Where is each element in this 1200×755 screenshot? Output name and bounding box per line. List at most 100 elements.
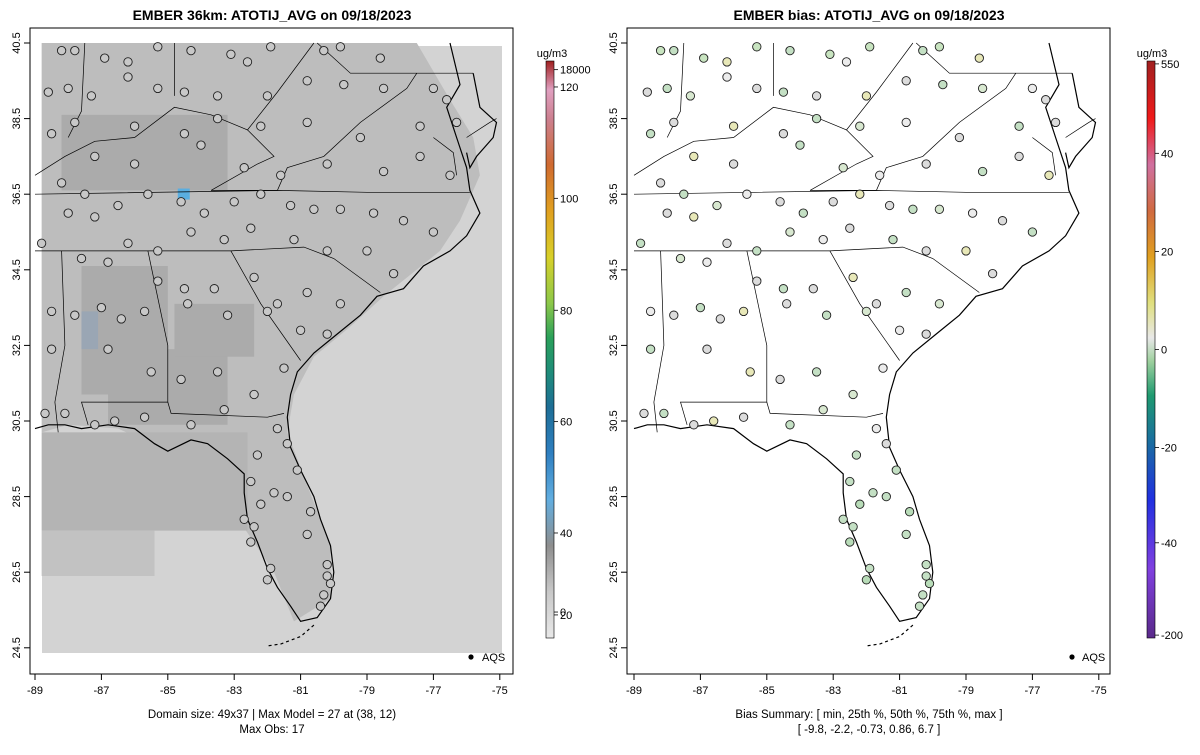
station-marker bbox=[921, 246, 931, 256]
station-marker bbox=[645, 344, 656, 354]
station-marker bbox=[415, 121, 425, 131]
station-marker bbox=[871, 423, 882, 434]
station-marker bbox=[881, 439, 891, 449]
station-marker bbox=[961, 246, 971, 256]
x-tick-label: -79 bbox=[958, 685, 974, 697]
station-marker bbox=[845, 223, 855, 233]
station-marker bbox=[262, 306, 273, 317]
station-marker bbox=[875, 170, 885, 180]
left-plot-frame bbox=[29, 27, 514, 675]
station-marker bbox=[398, 216, 409, 226]
station-marker bbox=[302, 117, 312, 128]
station-marker bbox=[272, 423, 283, 434]
station-marker bbox=[428, 227, 439, 237]
colorbar-tick-label: -200 bbox=[1161, 630, 1183, 642]
station-marker bbox=[868, 488, 878, 498]
station-marker bbox=[695, 302, 706, 313]
state-border bbox=[666, 42, 685, 138]
station-marker bbox=[821, 310, 832, 320]
aqs-legend-label: AQS bbox=[1082, 652, 1105, 664]
station-marker bbox=[722, 72, 732, 82]
state-border bbox=[810, 73, 1017, 191]
x-tick-label: -89 bbox=[27, 685, 43, 697]
y-axis-ticks: 40.5 38.5 36.5 34.5 32.5 30.5 28.5 26.5 24.5 bbox=[608, 32, 627, 659]
station-marker bbox=[811, 113, 822, 124]
y-tick-label: 32.5 bbox=[11, 335, 23, 356]
y-tick-label: 26.5 bbox=[608, 561, 620, 582]
right-plot-frame bbox=[626, 27, 1111, 675]
station-marker bbox=[209, 284, 219, 294]
station-marker bbox=[143, 189, 153, 199]
x-tick-label: -87 bbox=[692, 685, 708, 697]
station-marker bbox=[110, 416, 120, 426]
station-marker bbox=[362, 246, 372, 256]
state-border bbox=[316, 42, 474, 74]
station-marker bbox=[322, 159, 332, 169]
station-marker bbox=[689, 151, 699, 162]
station-marker bbox=[1044, 170, 1054, 180]
state-border bbox=[766, 402, 884, 418]
station-marker bbox=[709, 416, 719, 426]
station-marker bbox=[70, 117, 80, 128]
station-marker bbox=[904, 507, 915, 517]
station-marker bbox=[56, 178, 67, 188]
station-marker bbox=[186, 420, 196, 430]
station-marker bbox=[153, 42, 163, 52]
station-marker bbox=[249, 522, 259, 532]
station-marker bbox=[934, 42, 945, 52]
state-border bbox=[633, 42, 914, 176]
station-marker bbox=[153, 83, 163, 94]
state-border bbox=[35, 246, 381, 293]
station-marker bbox=[752, 246, 762, 256]
station-marker bbox=[967, 208, 978, 218]
station-marker bbox=[679, 189, 689, 199]
station-marker bbox=[845, 476, 855, 487]
station-marker bbox=[645, 306, 656, 317]
station-marker bbox=[176, 374, 186, 385]
station-marker bbox=[1050, 117, 1061, 128]
station-marker bbox=[80, 189, 90, 199]
station-marker bbox=[282, 491, 292, 502]
station-marker bbox=[282, 439, 292, 449]
model-max-cell bbox=[177, 188, 190, 200]
station-marker bbox=[921, 571, 931, 581]
station-marker bbox=[785, 227, 795, 237]
colorbar-gradient bbox=[545, 60, 555, 639]
station-marker bbox=[901, 529, 911, 540]
station-marker bbox=[891, 465, 901, 475]
x-tick-label: -85 bbox=[160, 685, 176, 697]
station-marker bbox=[645, 129, 656, 139]
y-tick-label: 30.5 bbox=[608, 410, 620, 431]
station-marker bbox=[689, 420, 699, 430]
station-marker bbox=[442, 95, 452, 105]
station-marker bbox=[229, 197, 239, 207]
y-tick-label: 28.5 bbox=[608, 486, 620, 507]
station-marker bbox=[752, 276, 762, 286]
station-marker bbox=[335, 42, 346, 52]
station-marker bbox=[752, 83, 762, 94]
station-marker bbox=[415, 151, 425, 162]
station-marker bbox=[1041, 95, 1051, 105]
station-marker bbox=[295, 325, 306, 335]
station-marker bbox=[871, 299, 882, 309]
station-marker bbox=[249, 389, 259, 400]
station-marker bbox=[256, 121, 266, 131]
station-marker bbox=[90, 212, 100, 222]
colorbar-unit: ug/m3 bbox=[1137, 48, 1168, 60]
y-tick-label: 36.5 bbox=[11, 183, 23, 204]
station-marker bbox=[302, 287, 312, 298]
state-border bbox=[633, 190, 1069, 195]
station-marker bbox=[123, 57, 133, 67]
colorbar-tick-label: 60 bbox=[560, 417, 572, 429]
x-tick-label: -75 bbox=[492, 685, 508, 697]
station-marker bbox=[901, 76, 911, 86]
station-marker bbox=[662, 208, 672, 218]
florida-keys bbox=[267, 624, 315, 647]
station-marker bbox=[888, 234, 898, 245]
station-marker bbox=[655, 178, 666, 188]
station-marker bbox=[90, 420, 100, 430]
station-marker bbox=[775, 374, 785, 385]
station-marker bbox=[848, 522, 858, 532]
station-marker bbox=[46, 129, 57, 139]
station-marker bbox=[262, 575, 273, 585]
